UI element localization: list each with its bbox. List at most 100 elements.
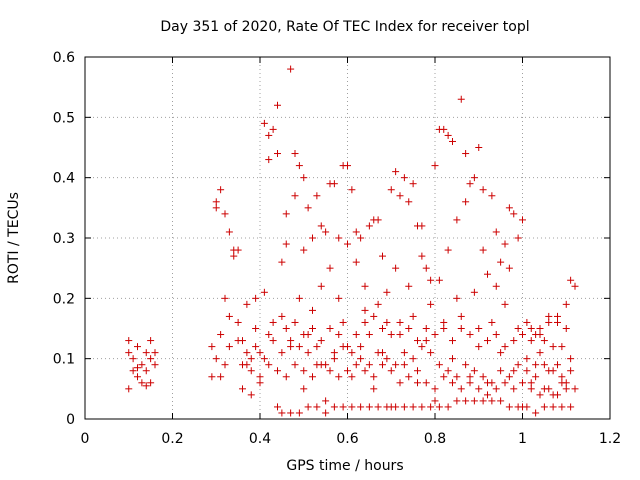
data-point: [291, 361, 299, 369]
data-point: [374, 403, 382, 411]
data-point: [484, 391, 491, 399]
data-point: [567, 355, 575, 363]
data-point: [151, 361, 159, 369]
data-point: [418, 403, 426, 411]
data-point: [497, 367, 505, 375]
data-point: [256, 349, 264, 357]
data-point: [247, 391, 255, 399]
data-point: [357, 403, 365, 411]
data-point: [147, 379, 155, 387]
data-point: [370, 385, 378, 393]
data-point: [269, 318, 277, 326]
data-point: [414, 379, 421, 387]
data-point: [488, 192, 496, 200]
data-point: [501, 343, 509, 351]
data-point: [497, 349, 505, 357]
data-point: [514, 361, 522, 369]
data-point: [344, 343, 351, 351]
data-point: [523, 355, 531, 363]
data-point: [510, 367, 518, 375]
data-point: [431, 162, 439, 170]
data-point: [300, 246, 308, 254]
data-point: [453, 397, 461, 405]
data-point: [440, 125, 448, 133]
data-point: [435, 361, 443, 369]
data-point: [462, 397, 470, 405]
data-point: [352, 228, 360, 236]
data-point: [265, 331, 273, 339]
data-point: [466, 379, 474, 387]
data-point: [309, 373, 316, 381]
data-point: [431, 397, 439, 405]
data-point: [322, 228, 330, 236]
data-point: [335, 234, 343, 242]
data-point: [304, 349, 312, 357]
data-point: [554, 361, 561, 369]
data-point: [545, 385, 553, 393]
data-point: [295, 294, 303, 302]
data-point: [523, 318, 531, 326]
data-point: [125, 385, 133, 393]
data-point: [330, 403, 338, 411]
data-point: [322, 409, 330, 417]
data-point: [383, 355, 391, 363]
data-point: [567, 276, 575, 284]
data-point: [409, 403, 417, 411]
data-point: [365, 331, 373, 339]
data-point: [138, 379, 146, 387]
data-point: [217, 331, 225, 339]
data-point: [414, 337, 421, 345]
data-point: [519, 216, 526, 224]
data-point: [440, 373, 448, 381]
grid-lines: [85, 57, 610, 419]
data-point: [365, 403, 373, 411]
data-point: [387, 331, 395, 339]
data-point: [361, 306, 369, 314]
data-point: [252, 294, 260, 302]
data-point: [370, 373, 378, 381]
data-point: [510, 210, 518, 218]
data-point: [571, 385, 579, 393]
data-point: [484, 379, 491, 387]
data-point: [322, 397, 330, 405]
data-point: [309, 325, 316, 332]
data-point: [383, 318, 391, 326]
data-point: [274, 403, 281, 411]
data-point: [387, 186, 395, 194]
y-tick-label: 0.5: [53, 110, 75, 126]
data-point: [313, 403, 321, 411]
data-point: [571, 282, 579, 290]
data-point: [540, 403, 548, 411]
data-point: [370, 312, 378, 320]
y-tick-label: 0.1: [53, 352, 75, 368]
data-point: [536, 325, 544, 332]
data-point: [396, 318, 404, 326]
data-point: [247, 355, 255, 363]
data-points: [125, 65, 579, 417]
data-point: [361, 282, 369, 290]
data-point: [221, 294, 229, 302]
data-point: [523, 367, 531, 375]
data-point: [282, 210, 290, 218]
data-point: [365, 222, 373, 230]
data-point: [475, 385, 483, 393]
data-point: [554, 312, 561, 320]
data-point: [418, 343, 426, 351]
data-point: [405, 282, 413, 290]
data-point: [540, 361, 548, 369]
data-point: [225, 228, 233, 236]
data-point: [348, 373, 356, 381]
data-point: [330, 349, 338, 357]
data-point: [309, 234, 316, 242]
data-point: [252, 343, 260, 351]
data-point: [422, 337, 430, 345]
data-point: [287, 343, 295, 351]
data-point: [422, 379, 430, 387]
data-point: [317, 361, 325, 369]
data-point: [278, 258, 286, 266]
data-point: [243, 300, 251, 308]
data-point: [252, 325, 260, 332]
data-point: [435, 276, 443, 284]
data-point: [330, 355, 338, 363]
data-point: [212, 204, 220, 212]
